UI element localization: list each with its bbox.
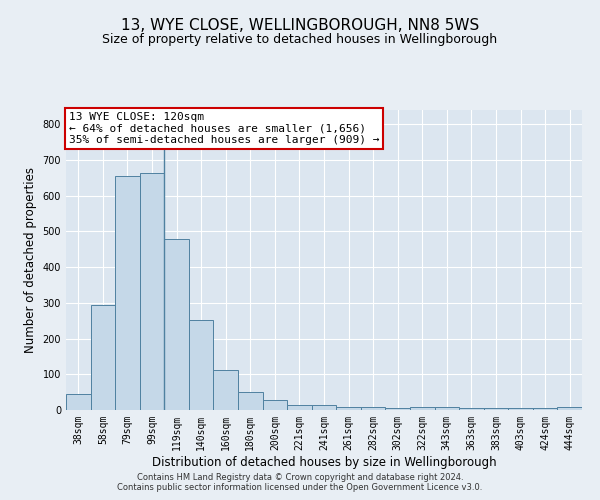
Text: Size of property relative to detached houses in Wellingborough: Size of property relative to detached ho…: [103, 32, 497, 46]
Y-axis label: Number of detached properties: Number of detached properties: [24, 167, 37, 353]
Bar: [459, 408, 484, 410]
Bar: [164, 238, 189, 410]
Bar: [214, 370, 238, 410]
Bar: [263, 400, 287, 410]
Bar: [287, 404, 312, 410]
Bar: [361, 407, 385, 410]
Bar: [484, 408, 508, 410]
Bar: [66, 394, 91, 410]
Bar: [91, 304, 115, 410]
Bar: [140, 172, 164, 410]
Bar: [557, 407, 582, 410]
X-axis label: Distribution of detached houses by size in Wellingborough: Distribution of detached houses by size …: [152, 456, 496, 468]
Text: 13, WYE CLOSE, WELLINGBOROUGH, NN8 5WS: 13, WYE CLOSE, WELLINGBOROUGH, NN8 5WS: [121, 18, 479, 32]
Bar: [533, 408, 557, 410]
Bar: [434, 407, 459, 410]
Text: 13 WYE CLOSE: 120sqm
← 64% of detached houses are smaller (1,656)
35% of semi-de: 13 WYE CLOSE: 120sqm ← 64% of detached h…: [68, 112, 379, 144]
Bar: [189, 320, 214, 410]
Text: Contains HM Land Registry data © Crown copyright and database right 2024.
Contai: Contains HM Land Registry data © Crown c…: [118, 473, 482, 492]
Bar: [336, 407, 361, 410]
Bar: [410, 407, 434, 410]
Bar: [238, 392, 263, 410]
Bar: [115, 176, 140, 410]
Bar: [312, 404, 336, 410]
Bar: [508, 408, 533, 410]
Bar: [385, 408, 410, 410]
